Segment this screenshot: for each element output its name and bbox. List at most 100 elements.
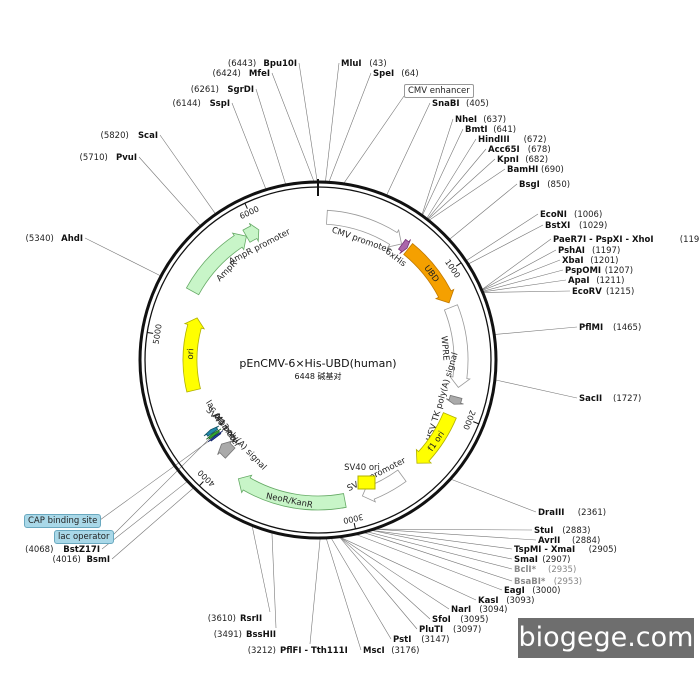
site-leader bbox=[495, 326, 578, 335]
restriction-sites: Bpu10I (6443)MfeI (6424) SgrDI (6261) SspI (61… bbox=[25, 59, 700, 656]
site-spei: SpeI (64) bbox=[373, 69, 419, 79]
site-name: NarI bbox=[451, 605, 471, 615]
site-pspomi: PspOMI (1207) bbox=[565, 266, 633, 276]
site-leader bbox=[428, 158, 496, 220]
site-bcli: BclI* (2935) bbox=[514, 565, 576, 575]
site-leader bbox=[426, 138, 477, 219]
site-position: (1195) bbox=[680, 235, 700, 245]
site-name: TspMI - XmaI bbox=[514, 545, 575, 555]
site-hindiii: HindIII (672) bbox=[478, 135, 546, 145]
site-position: (682) bbox=[525, 155, 548, 165]
site-sacii: SacII (1727) bbox=[579, 394, 641, 404]
site-pluti: PluTI (3097) bbox=[419, 625, 481, 635]
site-position: (2907) bbox=[542, 555, 570, 565]
site-leader bbox=[372, 530, 513, 550]
site-bsgi: BsgI (850) bbox=[519, 180, 570, 190]
lac-operator-callout: lac operator bbox=[54, 530, 114, 544]
site-bstz17i: BstZ17I (4068) bbox=[25, 545, 100, 555]
site-name: EagI bbox=[504, 586, 525, 596]
site-paer7i-pspxi-xhoi: PaeR7I - PspXI - XhoI (1195) bbox=[553, 235, 700, 245]
site-name: BsmI bbox=[86, 555, 110, 565]
site-position: (4016) bbox=[53, 555, 81, 565]
site-leader bbox=[429, 168, 506, 221]
scale-tick bbox=[455, 262, 462, 267]
site-name: DraIII bbox=[538, 508, 564, 518]
site-eagi: EagI (3000) bbox=[504, 586, 560, 596]
site-nhei: NheI (637) bbox=[455, 115, 506, 125]
site-name: NheI bbox=[455, 115, 477, 125]
site-name: PluTI bbox=[419, 625, 443, 635]
site-name: BsaBI* bbox=[514, 577, 546, 587]
scale-tick bbox=[473, 421, 479, 425]
feature-hsv-tk-poly-a-signal bbox=[446, 394, 464, 405]
site-snabi: SnaBI (405) bbox=[432, 99, 489, 109]
site-leader bbox=[159, 134, 216, 214]
feature-label-ori: ori bbox=[186, 348, 197, 360]
site-leader bbox=[331, 538, 392, 640]
site-position: (641) bbox=[493, 125, 516, 135]
site-scai: ScaI (5820) bbox=[101, 131, 158, 141]
site-leader bbox=[483, 269, 564, 292]
site-leader bbox=[466, 213, 539, 261]
site-name: BstXI bbox=[545, 221, 570, 231]
site-position: (1006) bbox=[574, 210, 602, 220]
site-leader bbox=[101, 481, 188, 550]
site-name: AvrII bbox=[538, 536, 560, 546]
site-pshai: PshAI (1197) bbox=[558, 246, 620, 256]
site-position: (6261) bbox=[191, 85, 219, 95]
site-position: (3147) bbox=[421, 635, 449, 645]
sv40-ori-block bbox=[357, 475, 376, 490]
site-name: BmtI bbox=[465, 125, 488, 135]
site-leader bbox=[339, 537, 418, 630]
site-position: (3093) bbox=[506, 596, 534, 606]
site-position: (64) bbox=[401, 69, 418, 79]
site-position: (5340) bbox=[26, 234, 54, 244]
site-position: (3095) bbox=[460, 615, 488, 625]
site-name: BsgI bbox=[519, 180, 540, 190]
site-position: (637) bbox=[483, 115, 506, 125]
site-acc65i: Acc65I (678) bbox=[488, 145, 551, 155]
site-position: (43) bbox=[369, 59, 386, 69]
site-leader bbox=[340, 537, 477, 601]
site-position: (2361) bbox=[578, 508, 606, 518]
site-name: Bpu10I bbox=[263, 59, 297, 69]
site-position: (1197) bbox=[592, 246, 620, 256]
site-position: (2953) bbox=[554, 577, 582, 587]
site-leader bbox=[422, 128, 464, 215]
site-leader bbox=[376, 528, 537, 541]
site-leader bbox=[231, 102, 267, 189]
site-position: (2905) bbox=[589, 545, 617, 555]
feature-wpre bbox=[443, 304, 471, 388]
site-bsshii: BssHII (3491) bbox=[214, 630, 276, 640]
site-leader bbox=[451, 479, 537, 513]
site-position: (6443) bbox=[228, 59, 256, 69]
site-mfei: MfeI (6424) bbox=[213, 69, 270, 79]
feature-neor-kanr bbox=[237, 474, 347, 511]
site-position: (4068) bbox=[25, 545, 53, 555]
site-ecorv: EcoRV (1215) bbox=[572, 287, 634, 297]
site-leader bbox=[495, 379, 578, 399]
site-leader bbox=[255, 88, 286, 185]
site-msci: MscI (3176) bbox=[363, 646, 419, 656]
site-position: (1207) bbox=[605, 266, 633, 276]
site-position: (6144) bbox=[173, 99, 201, 109]
plasmid-name: pEnCMV-6×His-UBD(human) bbox=[239, 357, 396, 370]
site-name: StuI bbox=[534, 526, 553, 536]
site-apai: ApaI (1211) bbox=[568, 276, 624, 286]
site-name: PshAI bbox=[558, 246, 585, 256]
scale-tick bbox=[244, 203, 248, 209]
site-leader bbox=[482, 259, 561, 291]
site-ahdi: AhdI (5340) bbox=[26, 234, 83, 244]
site-xbai: XbaI (1201) bbox=[562, 256, 618, 266]
site-leader bbox=[482, 249, 557, 290]
site-sfoi: SfoI (3095) bbox=[432, 615, 488, 625]
site-bamhi: BamHI (690) bbox=[507, 165, 564, 175]
feature-f1-ori bbox=[415, 412, 457, 464]
site-leader bbox=[421, 118, 454, 215]
site-bsmi: BsmI (4016) bbox=[53, 555, 110, 565]
site-leader bbox=[340, 537, 431, 620]
site-position: (3491) bbox=[214, 630, 242, 640]
cmv-enhancer-leader bbox=[343, 95, 405, 184]
